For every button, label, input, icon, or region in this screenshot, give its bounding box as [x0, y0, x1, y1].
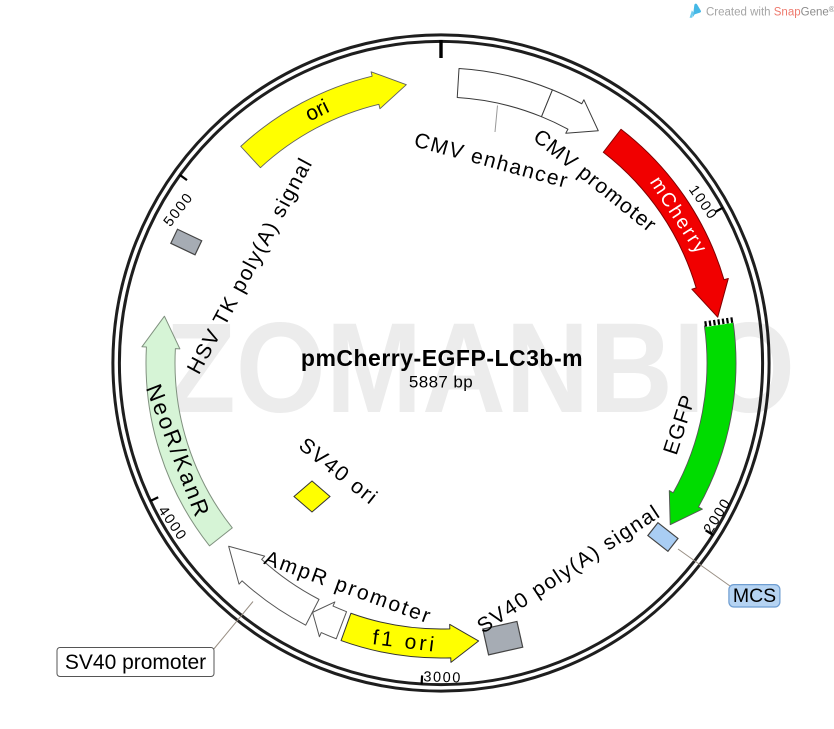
svg-text:MCS: MCS [733, 585, 776, 607]
svg-text:pmCherry-EGFP-LC3b-m: pmCherry-EGFP-LC3b-m [301, 345, 583, 371]
svg-text:ZOMANBIO: ZOMANBIO [165, 297, 795, 440]
svg-text:SV40 promoter: SV40 promoter [65, 651, 206, 674]
svg-text:Created with SnapGene®: Created with SnapGene® [706, 5, 834, 19]
svg-text:5887 bp: 5887 bp [409, 373, 473, 392]
svg-text:3000: 3000 [423, 669, 462, 686]
